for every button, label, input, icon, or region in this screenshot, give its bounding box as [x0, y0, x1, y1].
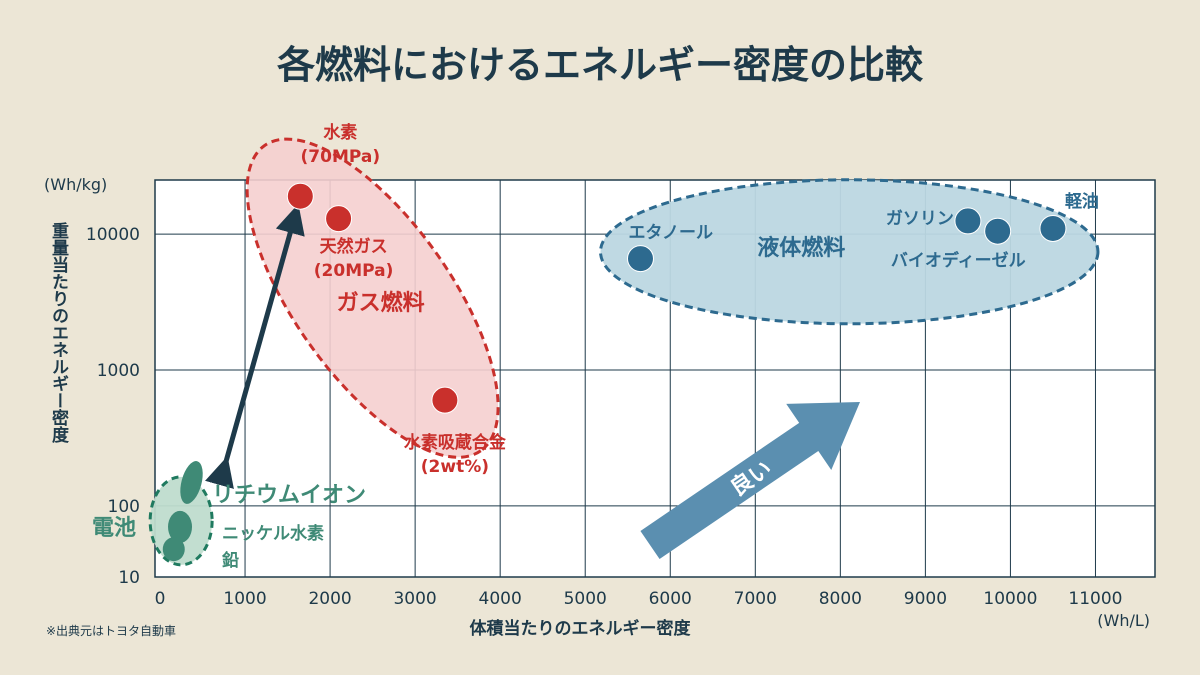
- point-label: 水素吸蔵合金: [404, 432, 507, 453]
- x-tick-label: 6000: [649, 589, 692, 609]
- point-label: エタノール: [628, 223, 713, 243]
- data-point: [954, 207, 982, 235]
- point-label: バイオディーゼル: [891, 250, 1026, 271]
- battery-group-label: 電池: [92, 516, 136, 541]
- data-point: [984, 217, 1012, 245]
- plot-border: [154, 179, 1156, 578]
- data-point: [1039, 214, 1067, 242]
- data-point: [626, 245, 654, 273]
- x-tick-label: 11000: [1068, 589, 1122, 609]
- y-tick-label: 10000: [86, 225, 140, 245]
- data-point: [286, 182, 314, 210]
- point-label: (70MPa): [301, 147, 381, 167]
- x-tick-label: 1000: [223, 589, 266, 609]
- gas-group-label: ガス燃料: [337, 290, 425, 316]
- point-label: リチウムイオン: [212, 483, 366, 508]
- x-tick-label: 8000: [819, 589, 862, 609]
- source-note: ※出典元はトヨタ自動車: [46, 624, 177, 638]
- good-arrow-shape: [640, 401, 861, 560]
- y-unit-label: (Wh/kg): [44, 175, 107, 194]
- y-tick-label: 100: [108, 497, 140, 517]
- y-axis-label: 重量当たりのエネルギー密度: [48, 221, 69, 444]
- point-label: ニッケル水素: [222, 523, 324, 544]
- y-tick-label: 10: [118, 568, 140, 588]
- liquid-group-label: 液体燃料: [757, 235, 845, 261]
- data-point: [325, 205, 353, 233]
- data-point: [431, 386, 459, 414]
- x-axis-label: 体積当たりのエネルギー密度: [470, 618, 692, 639]
- data-point: [162, 537, 185, 562]
- x-unit-label: (Wh/L): [1097, 611, 1150, 630]
- x-tick-label: 7000: [734, 589, 777, 609]
- x-tick-label: 10000: [983, 589, 1037, 609]
- point-label: 水素: [323, 122, 357, 143]
- data-point: [180, 461, 203, 504]
- point-label: 軽油: [1065, 191, 1099, 212]
- x-tick-label: 5000: [564, 589, 607, 609]
- point-label: 天然ガス: [320, 236, 388, 257]
- y-tick-label: 1000: [97, 361, 140, 381]
- point-label: (2wt%): [421, 457, 489, 477]
- data-point: [168, 510, 193, 543]
- x-tick-label: 3000: [393, 589, 436, 609]
- x-tick-label: 4000: [479, 589, 522, 609]
- point-label: ガソリン: [886, 209, 954, 229]
- comparison-double-arrow: [205, 203, 305, 489]
- x-tick-label: 9000: [904, 589, 947, 609]
- point-label: (20MPa): [314, 261, 394, 281]
- x-tick-label: 2000: [308, 589, 351, 609]
- x-tick-label: 0: [155, 589, 166, 609]
- gas-group-ellipse: [245, 137, 500, 459]
- chart-title: 各燃料におけるエネルギー密度の比較: [276, 43, 923, 87]
- point-label: 鉛: [222, 550, 239, 571]
